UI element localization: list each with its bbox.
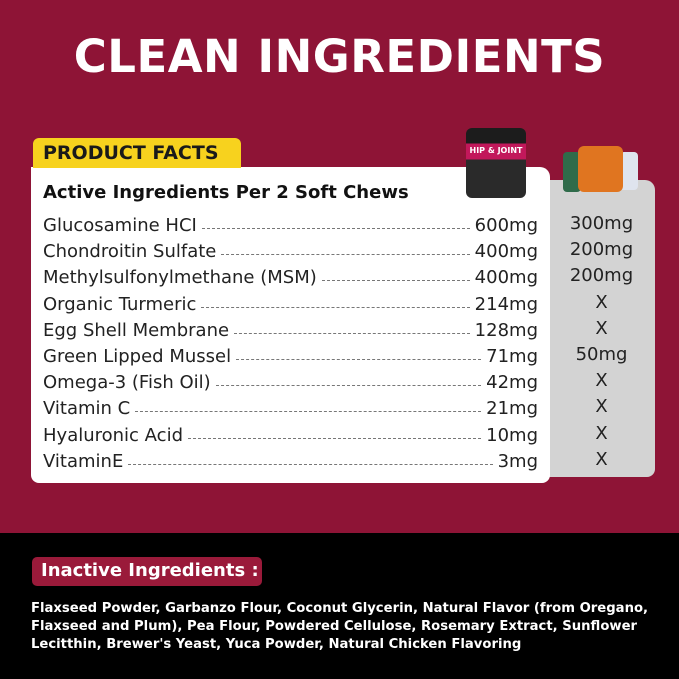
ingredient-name: Green Lipped Mussel <box>43 346 232 367</box>
competitor-amount: X <box>595 370 608 392</box>
product-facts-badge: PRODUCT FACTS <box>33 138 241 168</box>
ingredient-amount: 10mg <box>486 424 538 446</box>
product-jar-image: HIP & JOINT <box>466 128 526 198</box>
inactive-ingredients-text: Flaxseed Powder, Garbanzo Flour, Coconut… <box>31 601 649 652</box>
ingredient-name: Glucosamine HCI <box>43 215 197 236</box>
ingredient-amount: 128mg <box>474 319 538 341</box>
ingredient-row: Organic Turmeric 214mg <box>43 289 538 315</box>
ingredient-name: Omega-3 (Fish Oil) <box>43 372 211 394</box>
competitor-amount: X <box>595 317 608 339</box>
ingredient-amount: 3mg <box>497 450 538 472</box>
competitor-amount: 200mg <box>569 239 634 261</box>
ingredient-amount: 71mg <box>486 346 538 367</box>
ingredient-name: Egg Shell Membrane <box>43 319 230 341</box>
ingredient-row: Chondroitin Sulfate 400mg <box>43 236 538 262</box>
dotted-leader <box>221 254 470 256</box>
ingredient-row: Methylsulfonylmethane (MSM) 400mg <box>43 262 538 288</box>
dotted-leader <box>128 463 493 465</box>
ingredient-amount: 42mg <box>486 372 538 394</box>
dotted-leader <box>201 228 470 229</box>
ingredient-name: Methylsulfonylmethane (MSM) <box>43 267 317 289</box>
ingredient-name: Organic Turmeric <box>43 293 197 315</box>
ingredient-row: Egg Shell Membrane 128mg <box>43 315 538 341</box>
product-jar-label: HIP & JOINT <box>469 146 523 155</box>
page-title: CLEAN INGREDIENTS <box>73 30 606 83</box>
ingredient-row: Hyaluronic Acid 10mg <box>43 420 538 446</box>
competitor-amount: X <box>595 448 608 470</box>
ingredient-amount: 21mg <box>486 398 538 420</box>
ingredient-name: VitaminE <box>43 450 124 472</box>
ingredient-row: Vitamin C 21mg <box>43 393 538 419</box>
competitor-jar-green-image <box>563 152 581 192</box>
competitor-amount: 200mg <box>569 265 634 287</box>
product-facts-card <box>31 167 550 483</box>
ingredient-name: Hyaluronic Acid <box>43 424 183 446</box>
ingredient-name: Chondroitin Sulfate <box>43 241 217 263</box>
competitor-jar-white-image <box>620 152 638 190</box>
ingredient-amount: 600mg <box>474 215 538 236</box>
competitor-amount: X <box>595 291 608 313</box>
dotted-leader <box>234 332 470 334</box>
ingredient-amount: 400mg <box>474 267 538 289</box>
inactive-ingredients-badge: Inactive Ingredients : <box>32 557 262 586</box>
ingredient-amount: 214mg <box>474 293 538 315</box>
dotted-leader <box>201 306 470 308</box>
ingredient-amount: 400mg <box>474 241 538 263</box>
active-ingredients-heading: Active Ingredients Per 2 Soft Chews <box>43 182 409 203</box>
ingredient-row: Green Lipped Mussel 71mg <box>43 341 538 367</box>
ingredient-row: Omega-3 (Fish Oil) 42mg <box>43 367 538 393</box>
dotted-leader <box>236 359 482 360</box>
competitor-amount: X <box>595 396 608 418</box>
competitor-column <box>548 180 655 477</box>
ingredient-row: Glucosamine HCI 600mg <box>43 210 538 236</box>
competitor-amount: 300mg <box>569 213 634 234</box>
dotted-leader <box>321 280 470 282</box>
dotted-leader <box>135 411 482 413</box>
competitor-jar-orange-image <box>578 146 623 192</box>
competitor-amount: 50mg <box>575 344 628 365</box>
dotted-leader <box>188 437 482 439</box>
ingredient-name: Vitamin C <box>43 398 131 420</box>
competitor-amount: X <box>595 422 608 444</box>
ingredient-row: VitaminE 3mg <box>43 446 538 472</box>
dotted-leader <box>215 385 482 387</box>
